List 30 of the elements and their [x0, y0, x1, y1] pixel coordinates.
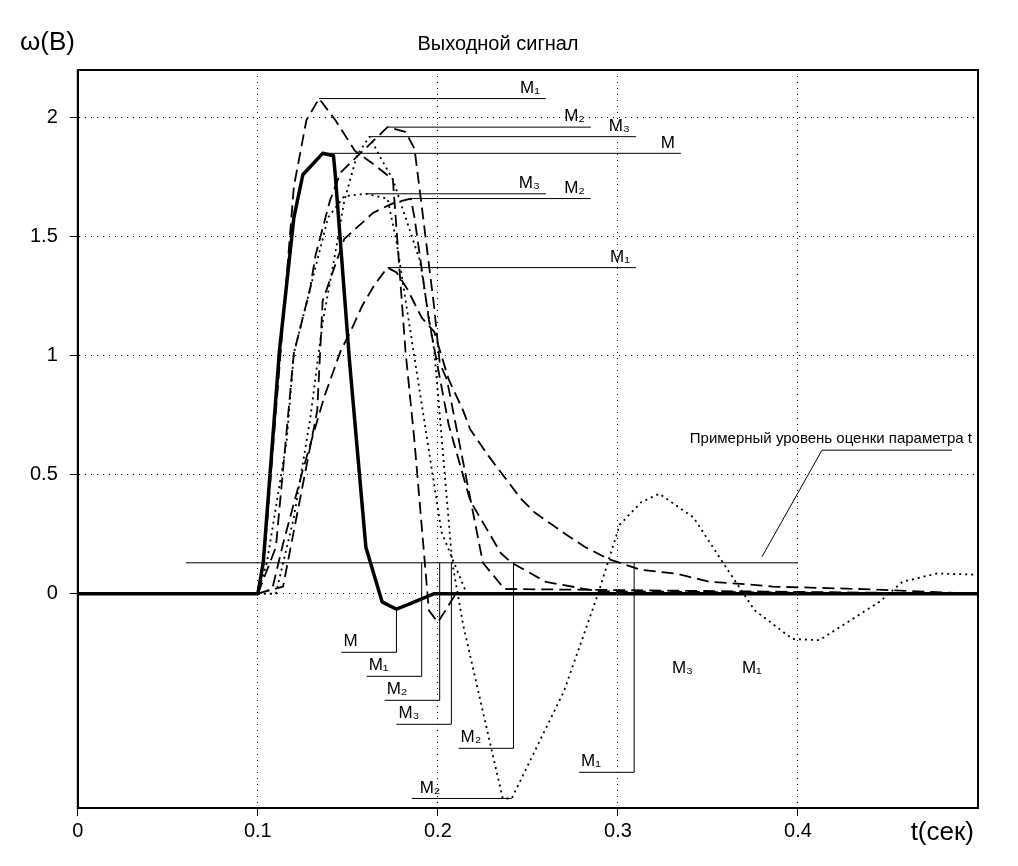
- y-tick-label: 1: [46, 343, 58, 366]
- annotation: M₁: [368, 655, 389, 675]
- annotation: M: [660, 132, 675, 152]
- annotation: M₃: [518, 172, 540, 192]
- x-tick-label: 0.1: [243, 818, 272, 841]
- annotation: M₃: [608, 115, 630, 135]
- x-axis-title: t(сек): [910, 816, 974, 847]
- y-tick-label: 0.5: [29, 462, 58, 485]
- annotation: M: [343, 631, 358, 651]
- y-tick-label: 2: [46, 105, 58, 128]
- x-tick-label: 0.2: [423, 818, 452, 841]
- ref-line-label: Примерный уровень оценки параметра t: [689, 428, 973, 446]
- y-axis-title: ω(B): [20, 26, 75, 57]
- annotation: M₂: [564, 177, 585, 197]
- annotation: M₂: [564, 106, 585, 126]
- annotation: M₁: [520, 77, 541, 97]
- annotation: M₂: [419, 777, 441, 797]
- annotation: M₃: [398, 703, 420, 723]
- annotation: M₂: [460, 727, 482, 747]
- annotation: M₃: [671, 658, 694, 678]
- x-tick-label: 0: [72, 818, 84, 841]
- y-tick-label: 0: [46, 581, 58, 604]
- x-tick-label: 0.4: [784, 818, 812, 841]
- annotation: M₁: [741, 658, 763, 678]
- chart-title: Выходной сигнал: [417, 31, 579, 54]
- annotation: M₁: [610, 246, 631, 266]
- y-tick-label: 1.5: [29, 224, 58, 247]
- x-tick-label: 0.3: [604, 818, 632, 841]
- annotation: M₁: [581, 751, 602, 771]
- annotation: M₂: [386, 679, 408, 699]
